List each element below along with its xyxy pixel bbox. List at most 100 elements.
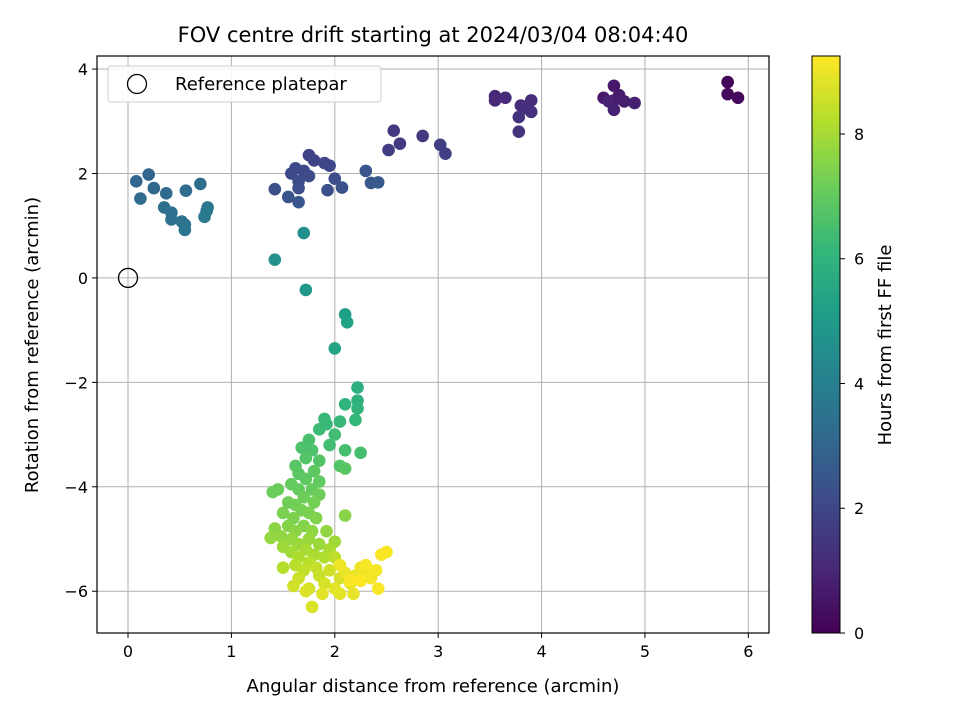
data-point — [309, 511, 323, 525]
x-tick-label: 3 — [433, 642, 443, 661]
y-axis-label: Rotation from reference (arcmin) — [22, 197, 43, 493]
data-point — [302, 532, 316, 546]
data-point — [359, 558, 373, 572]
data-point — [371, 176, 385, 189]
data-point — [178, 223, 192, 237]
data-point — [512, 125, 526, 139]
data-point — [299, 584, 313, 598]
x-tick-label: 6 — [743, 642, 753, 661]
y-tick-label: 4 — [78, 60, 88, 79]
data-point — [328, 428, 342, 441]
data-point — [264, 531, 277, 545]
colorbar-tick-label: 6 — [854, 250, 864, 269]
data-points — [117, 75, 745, 614]
data-point — [607, 79, 621, 93]
legend-box — [107, 65, 382, 103]
data-point — [338, 443, 352, 457]
data-point — [307, 464, 321, 478]
data-point — [274, 530, 288, 543]
data-point — [439, 147, 452, 160]
data-point — [338, 509, 352, 522]
data-point — [323, 159, 336, 172]
data-point — [349, 413, 362, 427]
data-point — [194, 177, 207, 191]
data-point — [338, 397, 352, 411]
data-point — [323, 564, 336, 577]
data-point — [380, 545, 393, 559]
data-point — [321, 183, 334, 197]
data-point — [299, 451, 313, 465]
data-point — [721, 75, 734, 89]
data-point — [351, 402, 364, 415]
y-tick-label: 0 — [78, 269, 88, 288]
data-point — [512, 110, 526, 124]
colorbar-tick-label: 8 — [854, 125, 864, 144]
x-tick-label: 4 — [536, 642, 546, 661]
data-point — [333, 587, 347, 601]
y-tick-label: −4 — [64, 478, 88, 497]
data-point — [333, 558, 347, 572]
data-point — [617, 95, 631, 108]
colorbar-tick-label: 0 — [854, 624, 864, 643]
data-point — [276, 506, 290, 520]
data-point — [276, 561, 290, 575]
x-tick-label: 5 — [640, 642, 650, 661]
data-point — [307, 154, 321, 167]
data-point — [333, 415, 347, 428]
data-point — [602, 95, 616, 108]
data-point — [354, 574, 367, 588]
y-axis-ticks: 4 2 0 −2 −4 −6 — [64, 60, 97, 601]
data-point — [159, 187, 173, 200]
data-point — [351, 381, 364, 394]
colorbar-tick-label: 4 — [854, 374, 864, 393]
data-point — [281, 190, 295, 204]
data-point — [307, 496, 321, 509]
x-tick-label: 2 — [330, 642, 340, 661]
data-point — [287, 579, 300, 593]
y-tick-label: 2 — [78, 164, 88, 183]
data-point — [354, 446, 367, 460]
data-point — [359, 164, 373, 178]
data-point — [305, 600, 319, 614]
data-point — [320, 524, 333, 538]
data-point — [340, 316, 354, 329]
data-point — [297, 490, 311, 504]
data-point — [312, 537, 326, 551]
data-point — [382, 143, 395, 157]
legend-label: Reference platepar — [175, 74, 347, 95]
data-point — [393, 137, 407, 151]
data-point — [129, 175, 143, 188]
data-point — [371, 582, 385, 595]
data-point — [134, 192, 147, 205]
x-axis-label: Angular distance from reference (arcmin) — [247, 676, 620, 697]
chart-title: FOV centre drift starting at 2024/03/04 … — [178, 23, 689, 47]
data-point — [323, 438, 336, 452]
data-point — [328, 172, 342, 186]
data-point — [318, 577, 331, 590]
data-point — [198, 210, 211, 224]
colorbar-tick-label: 2 — [854, 499, 864, 518]
x-tick-label: 1 — [226, 642, 236, 661]
data-point — [147, 181, 161, 195]
legend: Reference platepar — [107, 65, 382, 103]
data-point — [387, 124, 401, 137]
data-point — [292, 195, 305, 209]
data-point — [347, 587, 360, 601]
grid — [97, 56, 769, 633]
data-point — [179, 184, 193, 198]
data-point — [266, 485, 280, 499]
data-point — [268, 182, 282, 196]
y-tick-label: −2 — [64, 373, 88, 392]
legend-open-circle-marker — [126, 73, 148, 95]
data-point — [628, 96, 641, 110]
data-point — [369, 564, 383, 577]
reference-point-marker — [117, 267, 139, 289]
data-point — [302, 169, 316, 183]
x-axis-ticks: 0 1 2 3 4 5 6 — [123, 633, 753, 661]
data-point — [499, 91, 512, 105]
plot-frame — [96, 55, 770, 634]
data-point — [268, 253, 282, 266]
data-point — [299, 472, 313, 486]
data-point — [335, 181, 349, 194]
